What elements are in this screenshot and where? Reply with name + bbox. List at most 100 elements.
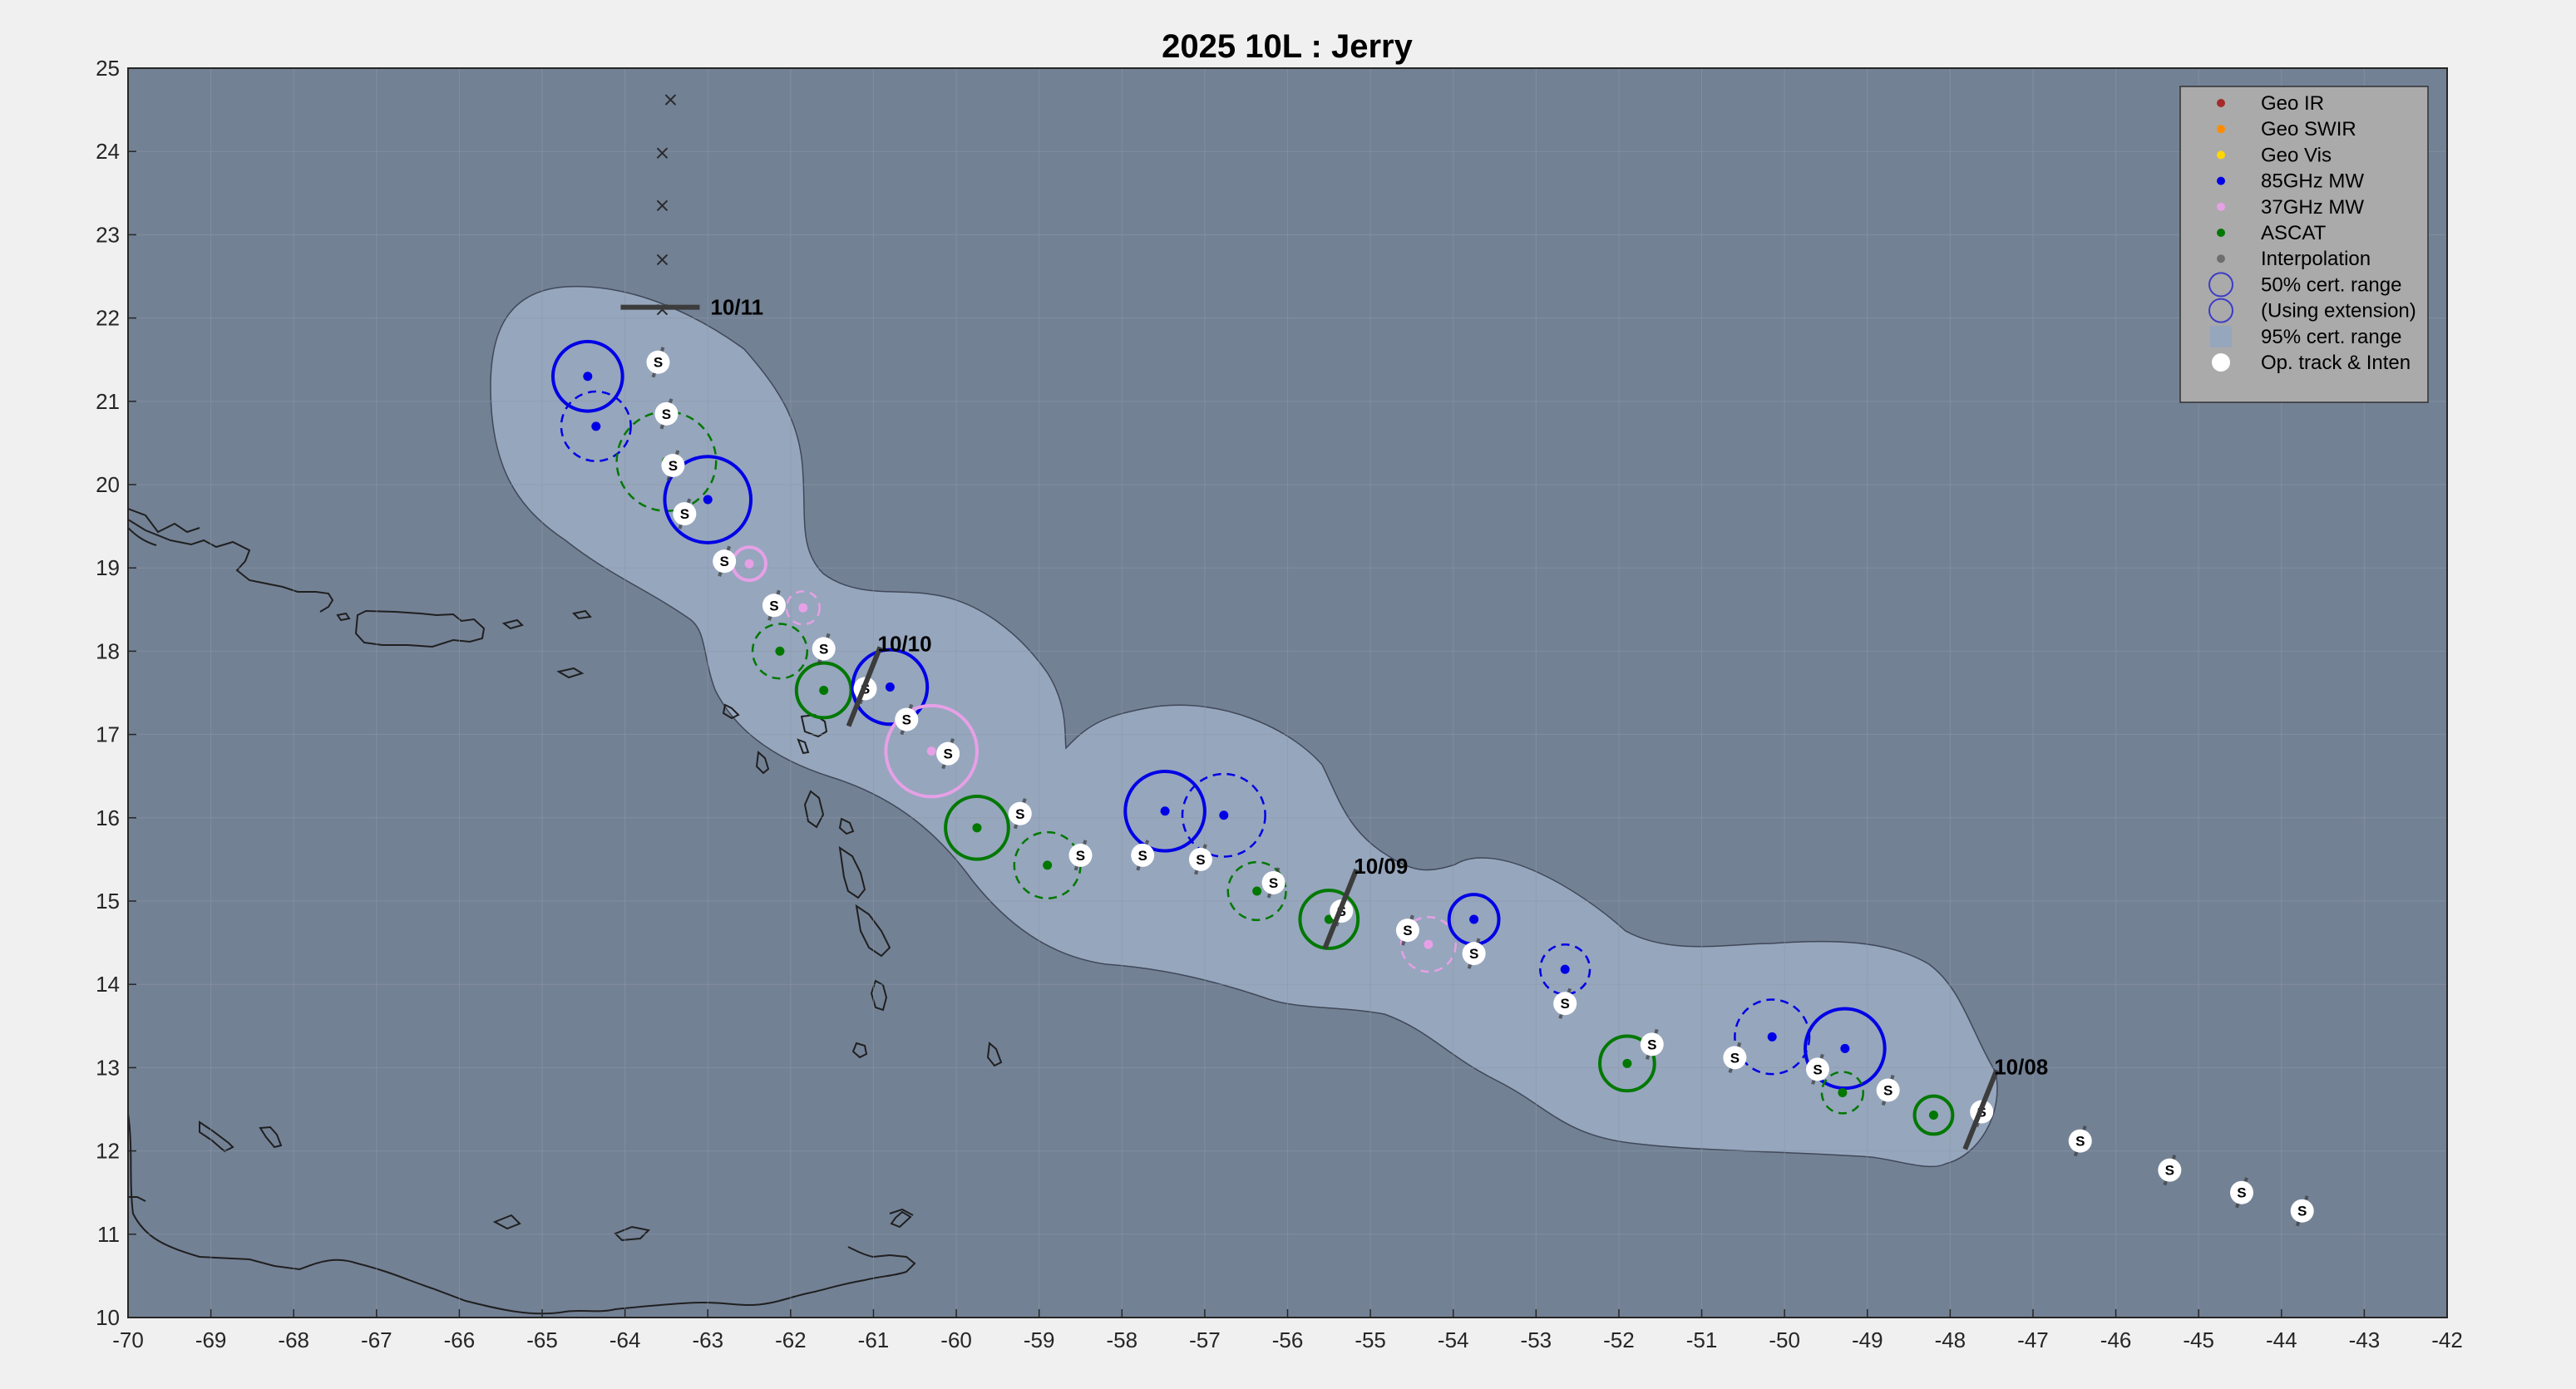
x-tick-label: -67 — [361, 1327, 392, 1352]
fix-mw37-ring — [1399, 915, 1457, 973]
x-tick-label: -51 — [1686, 1327, 1718, 1352]
haiti-peninsula — [128, 527, 157, 546]
legend-label: (Using extension) — [2261, 300, 2416, 323]
martinique — [803, 790, 825, 829]
fix-mw37-point — [1424, 939, 1434, 949]
south-america-coast — [128, 1113, 916, 1315]
x-tick-label: -49 — [1852, 1327, 1883, 1352]
x-tick-label: -57 — [1189, 1327, 1221, 1352]
fix-mw85-point — [1767, 1032, 1777, 1042]
op-track-point — [713, 549, 737, 574]
op-track-point — [646, 350, 670, 374]
legend-label: Geo SWIR — [2261, 118, 2356, 140]
y-tick-label: 21 — [96, 389, 120, 414]
op-track-point — [1462, 942, 1486, 966]
op-track-intensity-label: S — [769, 598, 778, 613]
op-track-intensity-label: S — [1647, 1037, 1656, 1052]
x-tick-label: -46 — [2100, 1327, 2132, 1352]
fix-ascat-ring — [751, 623, 809, 680]
fix-mw85-point — [1160, 806, 1170, 816]
x-tick-label: -68 — [278, 1327, 309, 1352]
x-tick-label: -47 — [2017, 1327, 2049, 1352]
interpolation-marker — [656, 199, 669, 212]
fix-mw37-ring — [785, 590, 821, 626]
legend: Geo IR Geo SWIR Geo Vis 85GHz MW 37GHz MW ASC… — [2179, 86, 2429, 403]
y-tick-label: 14 — [96, 972, 120, 997]
x-tick-label: -43 — [2349, 1327, 2381, 1352]
curacao — [259, 1125, 283, 1149]
x-tick-label: -45 — [2183, 1327, 2214, 1352]
paraguana — [492, 1214, 521, 1230]
plot-layer: SSSSSSSSSSSSSSSSSSSSSSSSSSSS 10/0810/091… — [128, 68, 2447, 1318]
op-track-point — [2229, 1180, 2253, 1204]
y-tick-label: 19 — [96, 555, 120, 580]
fix-ascat-ring — [1226, 860, 1287, 922]
x-tick-label: -69 — [195, 1327, 227, 1352]
aruba — [199, 1121, 234, 1153]
fix-mw85-point — [1840, 1043, 1850, 1053]
fix-ascat-point — [972, 823, 982, 833]
y-tick-label: 20 — [96, 472, 120, 497]
legend-label: 50% cert. range — [2261, 273, 2401, 296]
y-tick-label: 24 — [96, 139, 120, 164]
legend-symbol-dot — [2217, 229, 2225, 237]
fix-ascat-ring — [1298, 889, 1360, 950]
legend-label: 85GHz MW — [2261, 170, 2364, 193]
y-tick-label: 25 — [96, 56, 120, 81]
y-tick-label: 18 — [96, 638, 120, 663]
op-track-point — [1805, 1057, 1829, 1081]
fix-mw37-point — [798, 603, 808, 613]
op-track-intensity-label: S — [680, 506, 689, 522]
y-tick-label: 10 — [96, 1305, 120, 1330]
date-label: 10/10 — [878, 631, 932, 656]
op-track-point — [1553, 992, 1577, 1016]
op-track-point — [673, 502, 697, 526]
y-tick-label: 15 — [96, 889, 120, 914]
op-track-point — [1261, 870, 1286, 894]
fix-mw37-ring — [884, 703, 979, 799]
y-tick-label: 22 — [96, 306, 120, 331]
hispaniola-north-coast — [128, 508, 200, 534]
mona-island — [336, 612, 351, 622]
y-tick-label: 12 — [96, 1139, 120, 1164]
uncertainty-cone — [490, 285, 1998, 1168]
fixes-layer — [550, 339, 1955, 1136]
op-track-intensity-label: S — [1561, 996, 1570, 1012]
y-tick-label: 17 — [96, 722, 120, 747]
y-tick-label: 23 — [96, 222, 120, 247]
legend-box — [2179, 86, 2429, 403]
fix-mw85-ring — [1539, 943, 1591, 996]
op-track-intensity-label: S — [669, 458, 678, 474]
fix-mw85-point — [885, 682, 895, 692]
op-track-point — [654, 401, 679, 426]
op-track-intensity-label: S — [654, 355, 663, 371]
op-track-intensity-label: S — [1196, 852, 1205, 868]
interpolation-marker — [664, 94, 677, 106]
x-tick-label: -66 — [444, 1327, 476, 1352]
x-tick-label: -53 — [1521, 1327, 1552, 1352]
date-label: 10/09 — [1354, 854, 1408, 879]
op-track-intensity-label: S — [1403, 923, 1412, 938]
op-track-intensity-label: S — [2237, 1185, 2246, 1201]
op-track-point — [762, 594, 786, 618]
interpolation-marker — [656, 147, 669, 159]
op-track-point — [1188, 847, 1212, 871]
fix-mw85-point — [1219, 810, 1229, 820]
dominica — [797, 738, 810, 755]
fix-mw85-ring — [1804, 1007, 1887, 1091]
op-track-point — [2158, 1158, 2182, 1182]
legend-symbol-dot — [2217, 176, 2225, 185]
fix-ascat-ring — [794, 661, 853, 720]
op-track-intensity-label: S — [1730, 1050, 1740, 1066]
la-tortuga — [889, 1208, 914, 1216]
fix-ascat-point — [1324, 914, 1334, 924]
op-track-point — [1008, 801, 1032, 825]
op-track-point — [1131, 843, 1155, 867]
fix-mw85-ring — [560, 390, 632, 462]
fix-mw85-ring — [550, 339, 624, 413]
op-track-intensity-label: S — [719, 554, 728, 569]
chart-title: 2025 10L : Jerry — [1162, 28, 1413, 65]
fix-mw37-point — [744, 559, 754, 569]
x-tick-label: -48 — [1935, 1327, 1967, 1352]
interpolation-marker — [656, 254, 669, 266]
